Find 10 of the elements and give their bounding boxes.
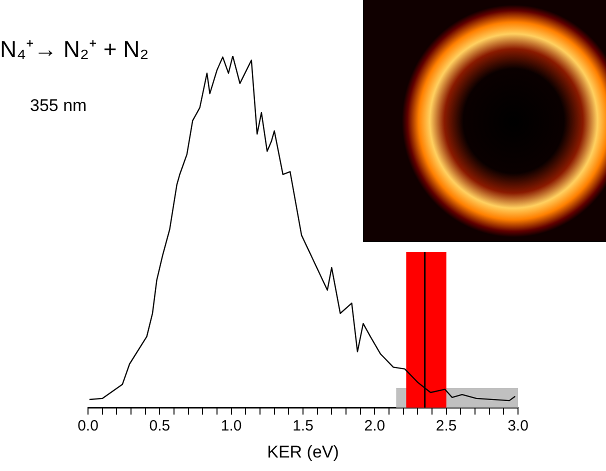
x-tick-label: 2.0 bbox=[364, 418, 386, 435]
x-tick-label: 1.0 bbox=[220, 418, 242, 435]
x-tick-label: 2.5 bbox=[436, 418, 457, 435]
x-tick-label: 0.5 bbox=[149, 418, 170, 435]
annotation: N₄⁺→ N₂⁺ + N₂ bbox=[0, 35, 149, 64]
x-tick-label: 1.5 bbox=[292, 418, 314, 435]
x-tick-label: 0.0 bbox=[78, 418, 98, 435]
x-tick-label: 3.0 bbox=[508, 418, 528, 435]
text: 355 nm bbox=[30, 96, 87, 116]
x-axis-title: KER (eV) bbox=[267, 442, 339, 462]
